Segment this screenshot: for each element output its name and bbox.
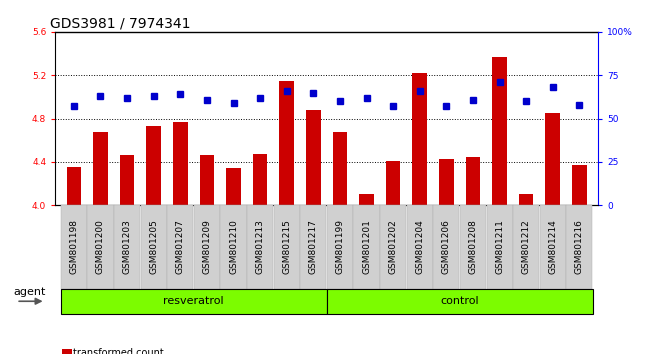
Text: GSM801199: GSM801199	[335, 219, 345, 274]
Text: GSM801202: GSM801202	[389, 219, 398, 274]
Text: GSM801200: GSM801200	[96, 219, 105, 274]
Bar	[492, 57, 507, 205]
Bar	[413, 73, 427, 205]
Text: GSM801215: GSM801215	[282, 219, 291, 274]
Bar	[280, 81, 294, 205]
Text: GDS3981 / 7974341: GDS3981 / 7974341	[50, 17, 190, 31]
Bar	[439, 159, 454, 205]
Text: GSM801203: GSM801203	[123, 219, 131, 274]
Text: GSM801214: GSM801214	[548, 219, 557, 274]
Bar	[173, 122, 188, 205]
Text: GSM801216: GSM801216	[575, 219, 584, 274]
Bar	[146, 126, 161, 205]
Text: GSM801204: GSM801204	[415, 219, 424, 274]
Text: GSM801208: GSM801208	[469, 219, 478, 274]
Text: transformed count: transformed count	[73, 348, 164, 354]
Bar	[66, 167, 81, 205]
Text: GSM801201: GSM801201	[362, 219, 371, 274]
Bar	[359, 194, 374, 205]
Text: resveratrol: resveratrol	[163, 296, 224, 306]
Bar	[572, 165, 587, 205]
Bar	[386, 161, 400, 205]
Text: GSM801205: GSM801205	[150, 219, 158, 274]
Bar	[465, 156, 480, 205]
Bar	[120, 155, 135, 205]
Bar	[306, 110, 320, 205]
Text: GSM801210: GSM801210	[229, 219, 238, 274]
Bar	[200, 155, 214, 205]
Bar	[93, 132, 108, 205]
Text: GSM801213: GSM801213	[255, 219, 265, 274]
Text: agent: agent	[13, 287, 46, 297]
Bar	[519, 194, 534, 205]
Text: GSM801206: GSM801206	[442, 219, 451, 274]
Text: control: control	[440, 296, 479, 306]
Text: GSM801212: GSM801212	[522, 219, 530, 274]
Text: GSM801207: GSM801207	[176, 219, 185, 274]
Bar	[253, 154, 267, 205]
Text: GSM801209: GSM801209	[202, 219, 211, 274]
Bar	[545, 113, 560, 205]
Bar	[226, 169, 240, 205]
Text: GSM801198: GSM801198	[70, 219, 79, 274]
Bar	[333, 132, 347, 205]
Text: GSM801211: GSM801211	[495, 219, 504, 274]
Text: GSM801217: GSM801217	[309, 219, 318, 274]
